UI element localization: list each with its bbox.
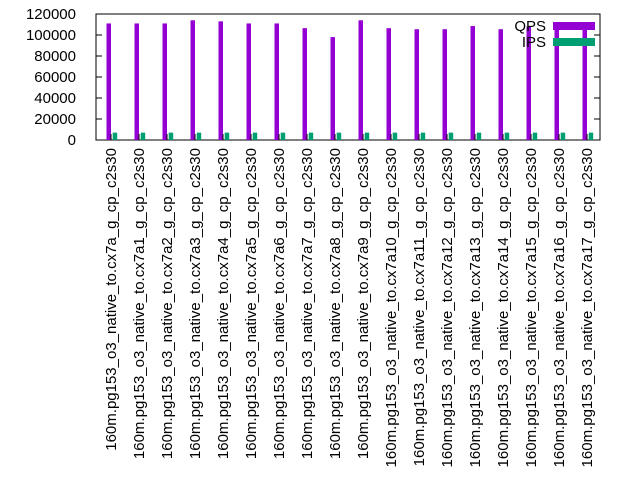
bar-qps: [554, 23, 559, 141]
bar-ips: [420, 132, 426, 140]
bar-qps: [526, 26, 531, 141]
bar-ips: [364, 132, 370, 140]
bar-ips: [504, 132, 510, 140]
bar-ips: [140, 132, 146, 140]
bar-ips: [224, 132, 230, 140]
bar-qps: [246, 23, 251, 141]
bar-ips: [560, 132, 566, 140]
x-tick-label: 160m.pg153_o3_native_to.cx7a14_g_cp_c2s3…: [495, 148, 512, 467]
x-tick-label: 160m.pg153_o3_native_to.cx7a11_g_cp_c2s3…: [411, 148, 428, 466]
bar-qps: [162, 23, 167, 141]
bar-qps: [274, 23, 279, 141]
x-tick-label: 160m.pg153_o3_native_to.cx7a16_g_cp_c2s3…: [551, 148, 568, 467]
bar-ips: [336, 132, 342, 140]
x-tick-label: 160m.pg153_o3_native_to.cx7a9_g_cp_c2s30: [355, 148, 372, 459]
bar-qps: [414, 29, 419, 141]
x-tick-label: 160m.pg153_o3_native_to.cx7a6_g_cp_c2s30: [271, 148, 288, 459]
y-tick-label: 40000: [34, 90, 76, 107]
x-tick-label: 160m.pg153_o3_native_to.cx7a13_g_cp_c2s3…: [467, 148, 484, 467]
legend-swatch-ips: [553, 38, 595, 46]
bar-ips: [308, 132, 314, 140]
x-tick-label: 160m.pg153_o3_native_to.cx7a3_g_cp_c2s30: [187, 148, 204, 459]
x-tick-label: 160m.pg153_o3_native_to.cx7a4_g_cp_c2s30: [215, 148, 232, 459]
bar-ips: [112, 132, 118, 140]
bar-ips: [448, 132, 454, 140]
bar-ips: [532, 132, 538, 140]
bar-ips: [196, 132, 202, 140]
bar-qps: [106, 23, 111, 141]
x-tick-label: 160m.pg153_o3_native_to.cx7a1_g_cp_c2s30: [131, 148, 148, 459]
x-tick-label: 160m.pg153_o3_native_to.cx7a2_g_cp_c2s30: [159, 148, 176, 459]
x-tick-label: 160m.pg153_o3_native_to.cx7a12_g_cp_c2s3…: [439, 148, 456, 467]
bar-ips: [280, 132, 286, 140]
legend-label-ips: IPS: [522, 34, 546, 51]
x-tick-label: 160m.pg153_o3_native_to.cx7a8_g_cp_c2s30: [327, 148, 344, 459]
x-tick-label: 160m.pg153_o3_native_to.cx7a5_g_cp_c2s30: [243, 148, 260, 459]
bar-ips: [392, 132, 398, 140]
x-tick-label: 160m.pg153_o3_native_to.cx7a15_g_cp_c2s3…: [523, 148, 540, 467]
y-tick-label: 60000: [34, 69, 76, 86]
y-axis: 0 20000 40000 60000 80000 100000 120000: [26, 6, 600, 149]
bar-qps: [330, 37, 335, 140]
y-tick-label: 100000: [26, 27, 76, 44]
x-tick-label: 160m.pg153_o3_native_to.cx7a_g_cp_c2s30: [103, 148, 120, 451]
bar-qps: [470, 26, 475, 140]
bar-qps: [386, 28, 391, 140]
y-tick-label: 0: [68, 132, 76, 149]
bar-ips: [252, 132, 258, 140]
bar-qps: [442, 29, 447, 141]
bar-ips: [588, 132, 594, 140]
x-tick-label: 160m.pg153_o3_native_to.cx7a10_g_cp_c2s3…: [383, 148, 400, 467]
x-tick-label: 160m.pg153_o3_native_to.cx7a17_g_cp_c2s3…: [579, 148, 596, 467]
bar-qps: [498, 29, 503, 141]
bar-ips: [476, 132, 482, 140]
bar-qps: [190, 20, 195, 140]
bar-qps: [218, 21, 223, 141]
y-tick-label: 120000: [26, 6, 76, 23]
y-tick-label: 20000: [34, 111, 76, 128]
bar-qps: [302, 28, 307, 140]
bar-qps: [358, 20, 363, 140]
bar-qps: [582, 26, 587, 141]
legend-label-qps: QPS: [514, 18, 546, 35]
bar-qps: [134, 23, 139, 141]
x-axis: 160m.pg153_o3_native_to.cx7a_g_cp_c2s30 1…: [103, 134, 596, 467]
y-tick-label: 80000: [34, 48, 76, 65]
legend-swatch-qps: [553, 22, 595, 30]
bar-ips: [168, 132, 174, 140]
x-tick-label: 160m.pg153_o3_native_to.cx7a7_g_cp_c2s30: [299, 148, 316, 459]
bars: [106, 20, 594, 141]
